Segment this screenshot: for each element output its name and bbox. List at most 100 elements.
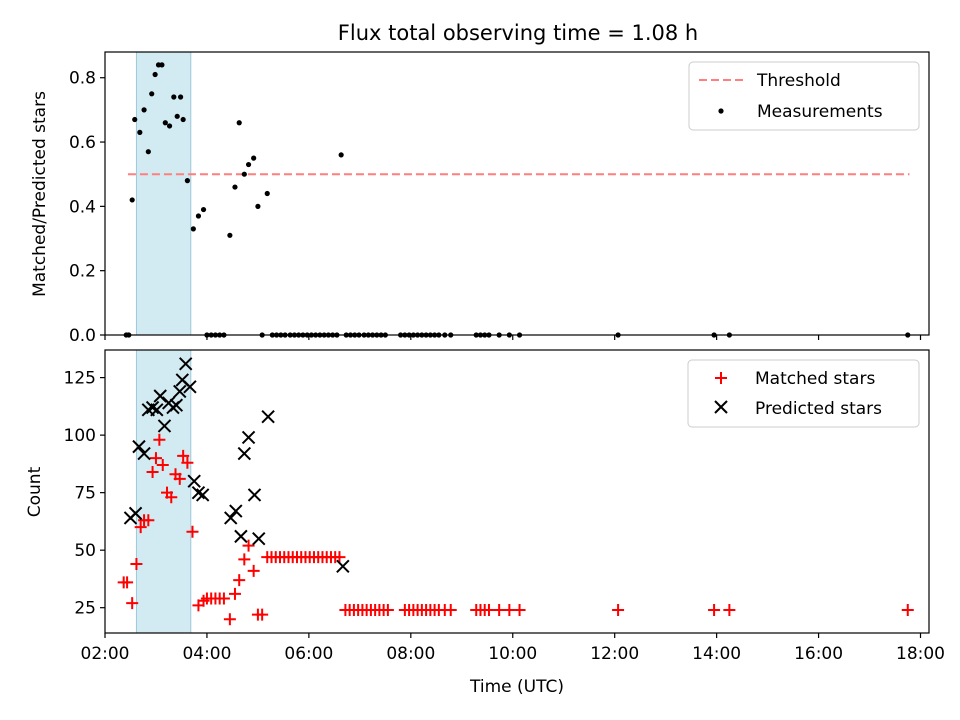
- x-tick-label: 18:00: [896, 644, 945, 664]
- bottom-legend: Matched stars Predicted stars: [687, 359, 920, 428]
- predicted-star-marker: [150, 403, 164, 417]
- predicted-star-marker: [237, 446, 252, 461]
- measurement-point: [174, 113, 180, 119]
- bottom-panel: 25 50 75 100 125 02:00 04:00 06:00 08:00 10:00 12…: [25, 349, 945, 697]
- matched-star-marker: [130, 557, 143, 570]
- legend-matched-swatch: [715, 372, 727, 384]
- legend-matched-label: Matched stars: [755, 369, 875, 389]
- matched-star-marker: [612, 603, 625, 616]
- legend-predicted-swatch: [714, 400, 728, 414]
- predicted-star-marker: [137, 446, 151, 461]
- bottom-y-axis-label: Count: [25, 466, 45, 517]
- matched-star-marker: [333, 551, 346, 564]
- measurement-point: [251, 155, 257, 161]
- measurement-point: [149, 91, 155, 97]
- matched-star-marker: [156, 459, 169, 472]
- x-tick-label: 02:00: [81, 644, 130, 664]
- measurement-point: [180, 116, 186, 123]
- matched-star-marker: [134, 521, 147, 534]
- predicted-star-marker: [234, 529, 248, 544]
- top-y-axis-ticks: 0.0 0.2 0.4 0.6 0.8: [69, 69, 105, 346]
- top-y-axis-label: Matched/Predicted stars: [30, 91, 50, 297]
- measurement-point: [232, 184, 238, 190]
- predicted-star-marker: [145, 400, 160, 415]
- top-legend-box: [688, 61, 920, 131]
- top-axes-frame: [104, 51, 930, 336]
- measurement-point: [264, 190, 270, 197]
- measurement-point: [141, 107, 147, 113]
- matched-star-marker: [165, 491, 178, 504]
- legend-measurements-swatch: [718, 108, 724, 114]
- predicted-star-marker: [195, 488, 210, 502]
- y-tick-label: 75: [74, 484, 96, 504]
- predicted-star-marker: [173, 384, 187, 399]
- legend-measurements-label: Measurements: [757, 102, 883, 122]
- top-x-axis-ticks: [104, 335, 922, 340]
- matched-star-marker: [217, 592, 230, 605]
- matched-star-marker: [126, 597, 139, 610]
- predicted-star-marker: [178, 357, 193, 371]
- measurement-point: [200, 206, 207, 213]
- matched-star-marker: [493, 603, 506, 616]
- predicted-star-marker: [191, 485, 206, 500]
- measurement-point: [255, 203, 261, 209]
- predicted-star-marker: [169, 398, 184, 412]
- y-tick-label: 0.0: [69, 326, 96, 346]
- measurement-point: [195, 213, 202, 219]
- predicted-star-marker: [252, 531, 266, 546]
- predicted-star-marker: [229, 504, 243, 518]
- y-tick-label: 50: [74, 541, 96, 561]
- matched-star-marker: [503, 603, 516, 616]
- measurement-point: [166, 123, 173, 129]
- matched-star-marker: [223, 613, 236, 626]
- bottom-axes-frame: [104, 349, 930, 634]
- y-tick-label: 25: [74, 599, 96, 619]
- matched-star-marker: [242, 539, 255, 552]
- measurement-point: [184, 178, 190, 184]
- bottom-y-axis-ticks: 25 50 75 100 125: [64, 369, 105, 619]
- matched-star-marker: [146, 465, 159, 478]
- matched-star-marker: [153, 433, 166, 446]
- predicted-star-marker: [128, 506, 143, 521]
- x-tick-label: 12:00: [590, 644, 639, 664]
- matched-star-marker: [149, 452, 162, 465]
- matched-star-marker: [381, 603, 394, 616]
- top-observing-span: [135, 51, 192, 336]
- measurement-point: [227, 232, 233, 238]
- x-tick-label: 14:00: [692, 644, 741, 664]
- measurement-point: [178, 94, 184, 100]
- x-tick-label: 16:00: [794, 644, 843, 664]
- x-axis-label: Time (UTC): [469, 677, 564, 697]
- x-tick-label: 08:00: [386, 644, 435, 664]
- measurement-point: [236, 120, 242, 126]
- y-tick-label: 0.6: [69, 133, 96, 153]
- predicted-star-marker: [224, 511, 238, 525]
- predicted-star-marker: [336, 559, 350, 573]
- top-legend: Threshold Measurements: [688, 61, 920, 131]
- x-tick-label: 10:00: [488, 644, 537, 664]
- matched-star-marker: [723, 603, 736, 616]
- predicted-stars-points: [123, 357, 350, 573]
- measurement-point: [241, 171, 247, 177]
- matched-star-marker: [233, 574, 246, 587]
- matched-star-marker: [181, 456, 194, 469]
- measurement-point: [190, 226, 196, 232]
- y-tick-label: 125: [64, 369, 96, 389]
- matched-star-marker: [482, 603, 495, 616]
- matched-star-marker: [256, 608, 269, 621]
- matched-star-marker: [142, 514, 155, 527]
- matched-star-marker: [186, 525, 199, 538]
- measurement-point: [338, 152, 344, 158]
- y-tick-label: 0.8: [69, 69, 96, 89]
- matched-star-marker: [173, 472, 186, 485]
- predicted-star-marker: [261, 410, 275, 424]
- matched-star-marker: [708, 603, 721, 616]
- measurement-point: [132, 116, 138, 123]
- predicted-star-marker: [247, 488, 262, 502]
- matched-star-marker: [513, 603, 526, 616]
- matched-star-marker: [901, 603, 914, 616]
- predicted-star-marker: [157, 419, 172, 433]
- chart-title: Flux total observing time = 1.08 h: [338, 21, 698, 45]
- legend-predicted-label: Predicted stars: [755, 399, 882, 419]
- measurement-point: [159, 62, 165, 68]
